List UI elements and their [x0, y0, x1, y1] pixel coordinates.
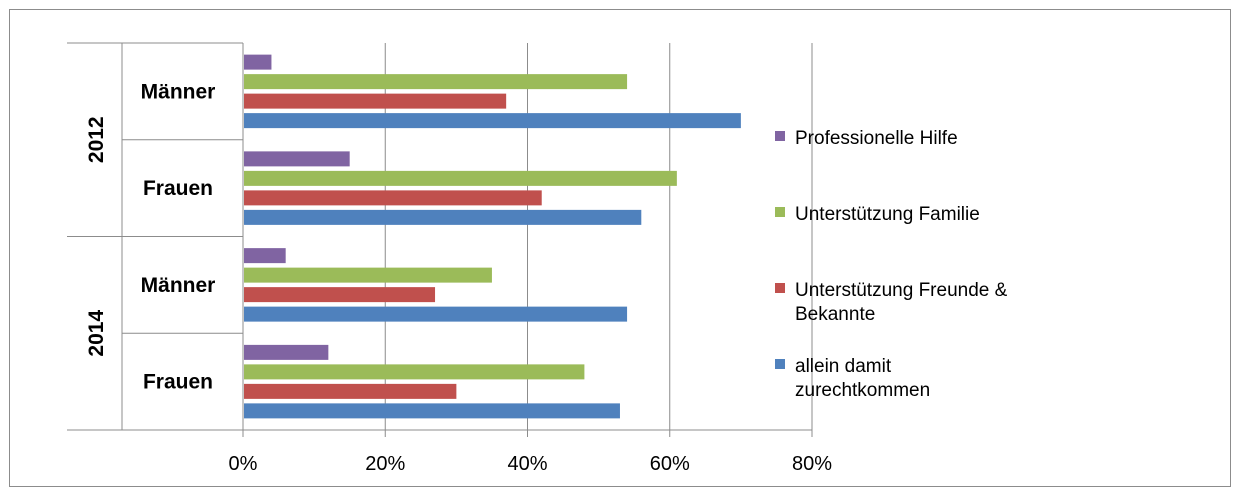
- legend-swatch-professionelle-hilfe: [775, 131, 785, 141]
- legend-line-allein-damit-zurechtkommen-1: zurechtkommen: [795, 380, 930, 401]
- bar-2014-männer-unterstützung-familie: [244, 267, 492, 283]
- legend-entry-professionelle-hilfe: Professionelle Hilfe: [795, 128, 958, 149]
- bar-2014-frauen-unterstützung-familie: [244, 364, 585, 380]
- legend-line-unterstützung-freunde-bekannte-1: Bekannte: [795, 304, 875, 325]
- category-label-2012-frauen: Frauen: [143, 177, 213, 200]
- legend-swatch-unterstützung-freunde-bekannte: [775, 283, 785, 293]
- bar-2012-frauen-unterstützung-familie: [244, 170, 677, 186]
- x-tick-label-2: 40%: [507, 453, 547, 475]
- bars: [244, 54, 741, 419]
- bar-2014-männer-unterstützung-freunde-bekannte: [244, 287, 436, 303]
- bar-2014-männer-allein-damit-zurechtkommen: [244, 306, 628, 322]
- category-labels: Männer Frauen 2012 Männer Frauen 2014: [85, 80, 215, 393]
- bar-2012-männer-unterstützung-familie: [244, 74, 628, 90]
- legend-swatch-allein-damit-zurechtkommen: [775, 359, 785, 369]
- legend-line-unterstützung-familie-0: Unterstützung Familie: [795, 204, 980, 225]
- legend: Professionelle Hilfe Unterstützung Famili…: [775, 128, 1008, 401]
- x-tick-label-3: 60%: [650, 453, 690, 475]
- group-label-2014: 2014: [85, 310, 108, 357]
- legend-entry-allein-damit-zurechtkommen: allein damit zurechtkommen: [795, 356, 930, 401]
- x-tick-label-4: 80%: [792, 453, 832, 475]
- legend-swatch-unterstützung-familie: [775, 207, 785, 217]
- x-tick-labels: 0% 20% 40% 60% 80%: [229, 453, 833, 475]
- x-tick-label-0: 0%: [229, 453, 258, 475]
- bar-2014-frauen-professionelle-hilfe: [244, 344, 329, 360]
- x-tick-label-1: 20%: [365, 453, 405, 475]
- legend-line-allein-damit-zurechtkommen-0: allein damit: [795, 356, 892, 377]
- bar-2012-männer-allein-damit-zurechtkommen: [244, 113, 741, 129]
- category-label-2012-männer: Männer: [141, 80, 216, 103]
- legend-line-unterstützung-freunde-bekannte-0: Unterstützung Freunde &: [795, 280, 1008, 301]
- bar-2012-männer-professionelle-hilfe: [244, 54, 272, 70]
- bar-2012-männer-unterstützung-freunde-bekannte: [244, 93, 507, 109]
- legend-line-professionelle-hilfe-0: Professionelle Hilfe: [795, 128, 958, 149]
- category-label-2014-männer: Männer: [141, 274, 216, 297]
- legend-entry-unterstützung-freunde-bekannte: Unterstützung Freunde & Bekannte: [795, 280, 1008, 325]
- bar-2014-männer-professionelle-hilfe: [244, 248, 286, 264]
- axes: [67, 42, 812, 431]
- bar-2012-frauen-allein-damit-zurechtkommen: [244, 209, 642, 225]
- bar-2012-frauen-professionelle-hilfe: [244, 151, 350, 167]
- group-label-2012: 2012: [85, 116, 108, 163]
- bar-2014-frauen-allein-damit-zurechtkommen: [244, 403, 620, 419]
- legend-entry-unterstützung-familie: Unterstützung Familie: [795, 204, 980, 225]
- category-label-2014-frauen: Frauen: [143, 371, 213, 394]
- bar-2012-frauen-unterstützung-freunde-bekannte: [244, 190, 542, 206]
- bar-2014-frauen-unterstützung-freunde-bekannte: [244, 383, 457, 399]
